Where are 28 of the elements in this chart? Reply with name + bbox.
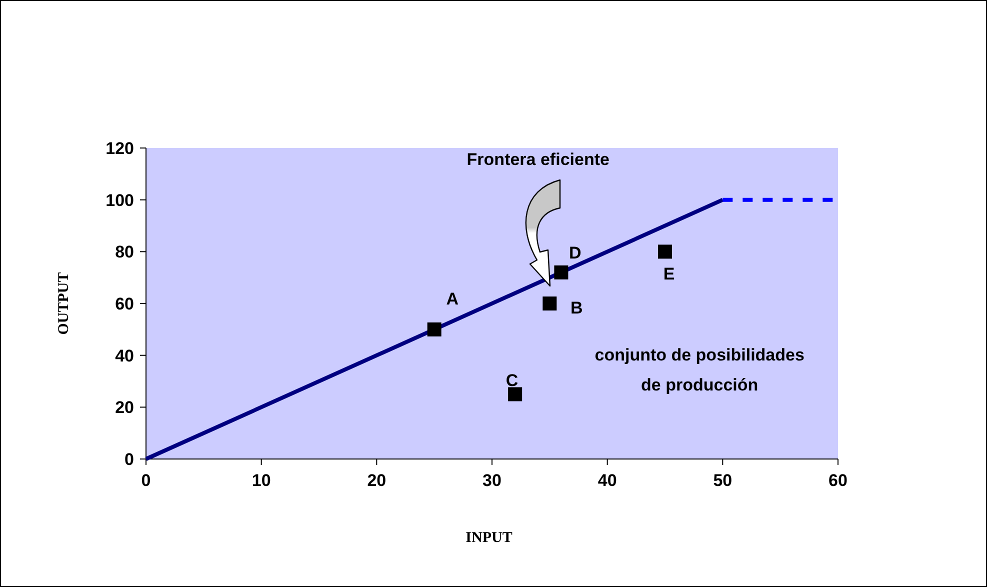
annotation: B bbox=[570, 298, 583, 318]
x-tick-label: 10 bbox=[252, 471, 271, 490]
x-tick-label: 60 bbox=[828, 471, 848, 490]
y-tick-label: 40 bbox=[115, 346, 134, 366]
annotation: C bbox=[506, 371, 518, 390]
x-axis-title: INPUT bbox=[466, 530, 512, 546]
annotation: conjunto de posibilidades de producción bbox=[594, 346, 804, 395]
y-tick-label: 80 bbox=[115, 242, 134, 262]
y-tick-label: 0 bbox=[124, 450, 134, 469]
point bbox=[658, 244, 672, 259]
point bbox=[508, 387, 522, 402]
point bbox=[542, 296, 557, 310]
y-tick-label: 100 bbox=[106, 190, 134, 210]
x-tick-label: 40 bbox=[598, 471, 617, 490]
point bbox=[554, 265, 568, 280]
annotation: D bbox=[569, 243, 582, 262]
y-tick-label: 20 bbox=[115, 398, 134, 418]
x-tick-label: 20 bbox=[367, 471, 386, 490]
x-tick-label: 30 bbox=[482, 471, 502, 490]
y-axis-title: OUTPUT bbox=[56, 272, 72, 335]
point bbox=[427, 322, 442, 336]
x-tick-label: 50 bbox=[713, 471, 732, 490]
x-tick-label: 0 bbox=[141, 471, 151, 490]
annotation: A bbox=[446, 289, 458, 308]
annotation: E bbox=[663, 264, 675, 284]
y-tick-label: 60 bbox=[115, 294, 134, 314]
y-tick-label: 120 bbox=[106, 139, 134, 158]
annotation: Frontera eficiente bbox=[466, 150, 610, 169]
